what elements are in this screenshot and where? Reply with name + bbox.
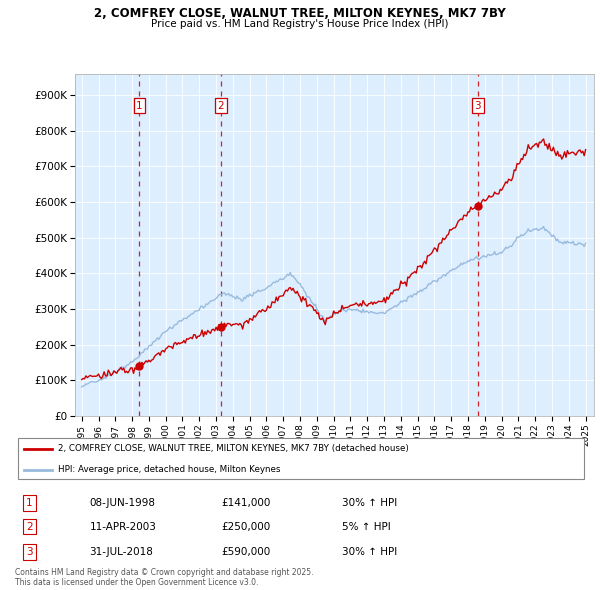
Text: 31-JUL-2018: 31-JUL-2018	[89, 547, 154, 557]
Text: 11-APR-2003: 11-APR-2003	[89, 522, 157, 532]
Text: 1: 1	[136, 101, 143, 111]
Text: 2, COMFREY CLOSE, WALNUT TREE, MILTON KEYNES, MK7 7BY: 2, COMFREY CLOSE, WALNUT TREE, MILTON KE…	[94, 7, 506, 20]
Text: 3: 3	[475, 101, 481, 111]
FancyBboxPatch shape	[18, 438, 584, 479]
Text: 2: 2	[217, 101, 224, 111]
Text: Price paid vs. HM Land Registry's House Price Index (HPI): Price paid vs. HM Land Registry's House …	[151, 19, 449, 29]
Text: 30% ↑ HPI: 30% ↑ HPI	[341, 498, 397, 507]
Text: 5% ↑ HPI: 5% ↑ HPI	[341, 522, 391, 532]
Text: Contains HM Land Registry data © Crown copyright and database right 2025.
This d: Contains HM Land Registry data © Crown c…	[15, 568, 314, 587]
Text: 08-JUN-1998: 08-JUN-1998	[89, 498, 155, 507]
Text: £590,000: £590,000	[221, 547, 271, 557]
Text: 3: 3	[26, 547, 32, 557]
Text: HPI: Average price, detached house, Milton Keynes: HPI: Average price, detached house, Milt…	[58, 466, 280, 474]
Text: 1: 1	[26, 498, 32, 507]
Text: £250,000: £250,000	[221, 522, 271, 532]
Text: 2: 2	[26, 522, 32, 532]
Text: 2, COMFREY CLOSE, WALNUT TREE, MILTON KEYNES, MK7 7BY (detached house): 2, COMFREY CLOSE, WALNUT TREE, MILTON KE…	[58, 444, 409, 454]
Text: £141,000: £141,000	[221, 498, 271, 507]
Text: 30% ↑ HPI: 30% ↑ HPI	[341, 547, 397, 557]
